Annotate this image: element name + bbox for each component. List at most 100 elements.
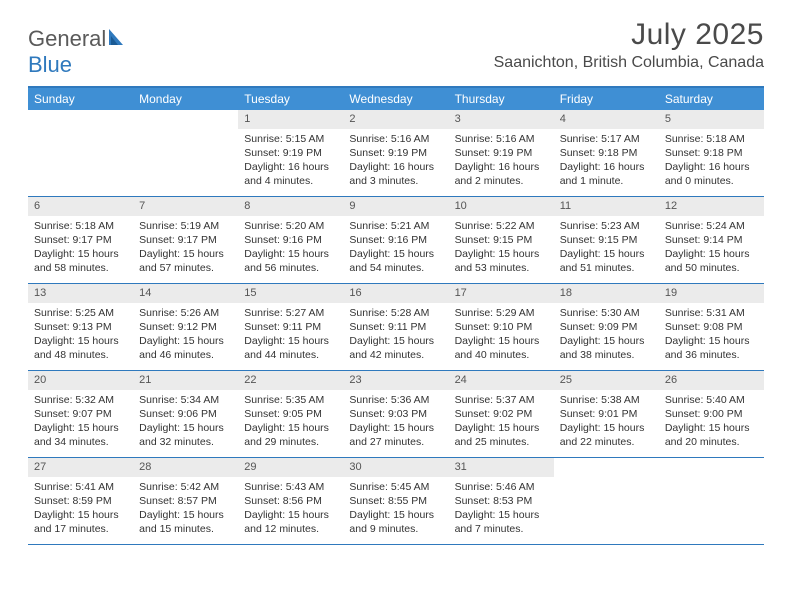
sunset-line: Sunset: 9:02 PM [455,407,548,421]
sunrise-line: Sunrise: 5:21 AM [349,219,442,233]
daylight-line: Daylight: 15 hours and 22 minutes. [560,421,653,449]
sunset-line: Sunset: 8:56 PM [244,494,337,508]
daylight-line: Daylight: 15 hours and 54 minutes. [349,247,442,275]
day-cell: 31Sunrise: 5:46 AMSunset: 8:53 PMDayligh… [449,458,554,544]
sunset-line: Sunset: 9:18 PM [560,146,653,160]
sunrise-line: Sunrise: 5:45 AM [349,480,442,494]
day-cell: 19Sunrise: 5:31 AMSunset: 9:08 PMDayligh… [659,284,764,370]
sunrise-line: Sunrise: 5:29 AM [455,306,548,320]
title-block: July 2025 Saanichton, British Columbia, … [494,18,764,72]
sunrise-line: Sunrise: 5:17 AM [560,132,653,146]
sunrise-line: Sunrise: 5:38 AM [560,393,653,407]
day-cell: 27Sunrise: 5:41 AMSunset: 8:59 PMDayligh… [28,458,133,544]
day-number: 12 [659,197,764,216]
sunset-line: Sunset: 9:12 PM [139,320,232,334]
day-number: 4 [554,110,659,129]
day-cell [659,458,764,544]
sunrise-line: Sunrise: 5:41 AM [34,480,127,494]
daylight-line: Daylight: 15 hours and 17 minutes. [34,508,127,536]
sunset-line: Sunset: 9:19 PM [349,146,442,160]
sunrise-line: Sunrise: 5:37 AM [455,393,548,407]
day-number: 6 [28,197,133,216]
daylight-line: Daylight: 15 hours and 34 minutes. [34,421,127,449]
day-cell: 23Sunrise: 5:36 AMSunset: 9:03 PMDayligh… [343,371,448,457]
daylight-line: Daylight: 16 hours and 1 minute. [560,160,653,188]
daylight-line: Daylight: 15 hours and 38 minutes. [560,334,653,362]
day-cell: 16Sunrise: 5:28 AMSunset: 9:11 PMDayligh… [343,284,448,370]
sunset-line: Sunset: 9:06 PM [139,407,232,421]
day-number: 8 [238,197,343,216]
week-row: 6Sunrise: 5:18 AMSunset: 9:17 PMDaylight… [28,197,764,284]
day-cell: 21Sunrise: 5:34 AMSunset: 9:06 PMDayligh… [133,371,238,457]
sunrise-line: Sunrise: 5:16 AM [349,132,442,146]
day-body: Sunrise: 5:25 AMSunset: 9:13 PMDaylight:… [28,303,133,367]
day-body: Sunrise: 5:23 AMSunset: 9:15 PMDaylight:… [554,216,659,280]
sunrise-line: Sunrise: 5:22 AM [455,219,548,233]
sunset-line: Sunset: 9:07 PM [34,407,127,421]
day-number: 13 [28,284,133,303]
day-number: 23 [343,371,448,390]
sunset-line: Sunset: 9:01 PM [560,407,653,421]
daylight-line: Daylight: 15 hours and 50 minutes. [665,247,758,275]
day-body: Sunrise: 5:21 AMSunset: 9:16 PMDaylight:… [343,216,448,280]
sunset-line: Sunset: 9:08 PM [665,320,758,334]
day-cell: 10Sunrise: 5:22 AMSunset: 9:15 PMDayligh… [449,197,554,283]
month-title: July 2025 [494,18,764,52]
day-number: 20 [28,371,133,390]
sunrise-line: Sunrise: 5:15 AM [244,132,337,146]
day-number: 16 [343,284,448,303]
sunrise-line: Sunrise: 5:26 AM [139,306,232,320]
day-number: 30 [343,458,448,477]
daylight-line: Daylight: 15 hours and 48 minutes. [34,334,127,362]
sunset-line: Sunset: 9:18 PM [665,146,758,160]
sunrise-line: Sunrise: 5:24 AM [665,219,758,233]
day-number: 1 [238,110,343,129]
day-cell [554,458,659,544]
day-number: 18 [554,284,659,303]
day-number: 10 [449,197,554,216]
day-body: Sunrise: 5:32 AMSunset: 9:07 PMDaylight:… [28,390,133,454]
day-number: 7 [133,197,238,216]
sunset-line: Sunset: 9:14 PM [665,233,758,247]
day-cell: 13Sunrise: 5:25 AMSunset: 9:13 PMDayligh… [28,284,133,370]
day-number: 2 [343,110,448,129]
day-number: 31 [449,458,554,477]
daylight-line: Daylight: 15 hours and 27 minutes. [349,421,442,449]
day-number: 21 [133,371,238,390]
sunrise-line: Sunrise: 5:42 AM [139,480,232,494]
sunset-line: Sunset: 9:11 PM [349,320,442,334]
day-body: Sunrise: 5:43 AMSunset: 8:56 PMDaylight:… [238,477,343,541]
daylight-line: Daylight: 15 hours and 32 minutes. [139,421,232,449]
day-body: Sunrise: 5:20 AMSunset: 9:16 PMDaylight:… [238,216,343,280]
day-cell: 22Sunrise: 5:35 AMSunset: 9:05 PMDayligh… [238,371,343,457]
week-row: 27Sunrise: 5:41 AMSunset: 8:59 PMDayligh… [28,458,764,545]
daylight-line: Daylight: 15 hours and 9 minutes. [349,508,442,536]
sunrise-line: Sunrise: 5:20 AM [244,219,337,233]
day-cell: 15Sunrise: 5:27 AMSunset: 9:11 PMDayligh… [238,284,343,370]
daylight-line: Daylight: 15 hours and 36 minutes. [665,334,758,362]
daylight-line: Daylight: 15 hours and 12 minutes. [244,508,337,536]
daylight-line: Daylight: 15 hours and 46 minutes. [139,334,232,362]
sunrise-line: Sunrise: 5:35 AM [244,393,337,407]
week-row: 20Sunrise: 5:32 AMSunset: 9:07 PMDayligh… [28,371,764,458]
day-number: 28 [133,458,238,477]
day-body: Sunrise: 5:17 AMSunset: 9:18 PMDaylight:… [554,129,659,193]
sunrise-line: Sunrise: 5:36 AM [349,393,442,407]
day-body: Sunrise: 5:34 AMSunset: 9:06 PMDaylight:… [133,390,238,454]
day-body: Sunrise: 5:22 AMSunset: 9:15 PMDaylight:… [449,216,554,280]
weekday-wednesday: Wednesday [343,88,448,110]
daylight-line: Daylight: 15 hours and 15 minutes. [139,508,232,536]
day-cell: 25Sunrise: 5:38 AMSunset: 9:01 PMDayligh… [554,371,659,457]
sunrise-line: Sunrise: 5:25 AM [34,306,127,320]
day-cell: 3Sunrise: 5:16 AMSunset: 9:19 PMDaylight… [449,110,554,196]
day-cell: 24Sunrise: 5:37 AMSunset: 9:02 PMDayligh… [449,371,554,457]
sunset-line: Sunset: 9:17 PM [139,233,232,247]
weekday-thursday: Thursday [449,88,554,110]
day-body: Sunrise: 5:16 AMSunset: 9:19 PMDaylight:… [449,129,554,193]
sunrise-line: Sunrise: 5:40 AM [665,393,758,407]
sunset-line: Sunset: 9:16 PM [244,233,337,247]
day-cell: 6Sunrise: 5:18 AMSunset: 9:17 PMDaylight… [28,197,133,283]
weeks-container: 1 Sunrise: 5:15 AM Sunset: 9:19 PM Daylight… [28,110,764,545]
day-body: Sunrise: 5:30 AMSunset: 9:09 PMDaylight:… [554,303,659,367]
day-cell: 8Sunrise: 5:20 AMSunset: 9:16 PMDaylight… [238,197,343,283]
